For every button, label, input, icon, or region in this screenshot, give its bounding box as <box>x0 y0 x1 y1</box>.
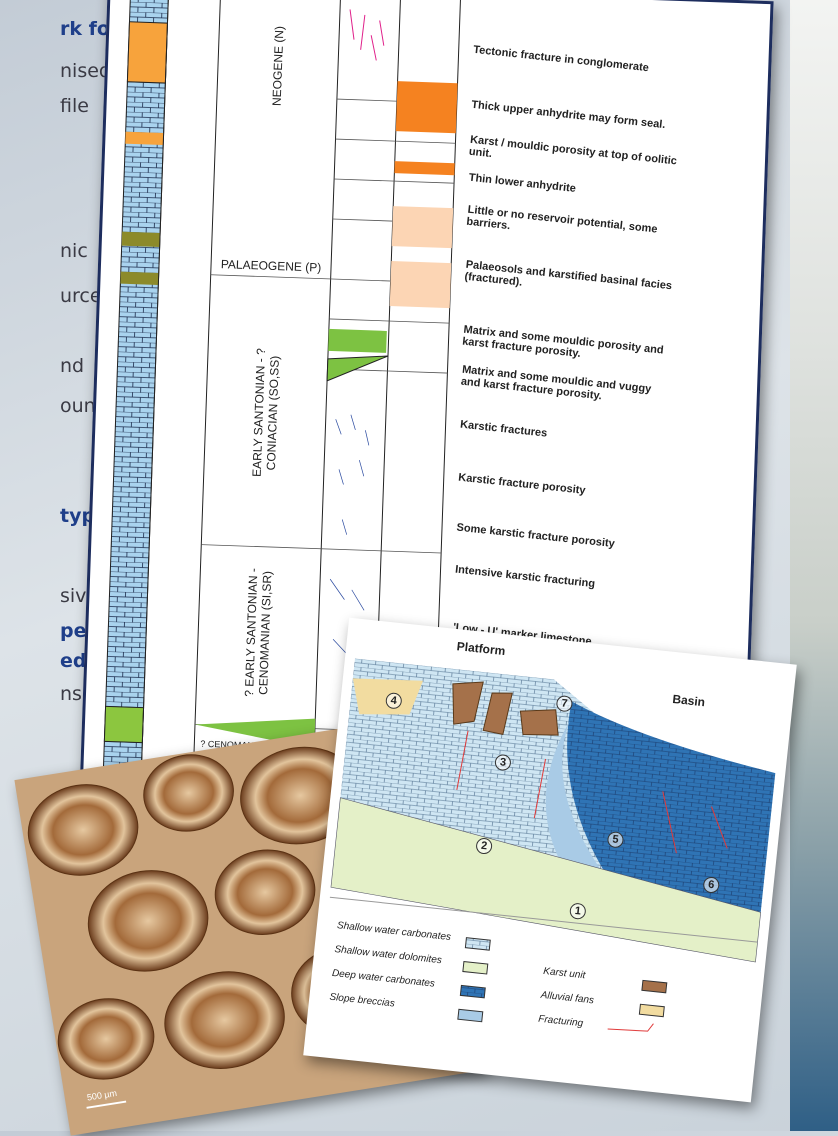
diagram-drawing <box>329 658 776 1032</box>
side-text-line: nd <box>60 355 85 377</box>
cliff-photo <box>790 0 838 1131</box>
side-text-line: pe <box>60 620 87 642</box>
side-text-line: file <box>60 95 89 117</box>
strat-column: NEOGENE (N) PALAEOGENE (P) EARLY SANTONIAN… <box>80 0 774 797</box>
platform-diagram: Platform Basin 1 2 3 4 5 6 7 Shallow water carbon… <box>303 617 797 1103</box>
side-text-line: ns <box>60 683 82 705</box>
side-text-line: nised <box>60 60 111 82</box>
column-drawing <box>102 0 462 783</box>
side-text-line: rk for <box>60 18 120 40</box>
side-text-line: ed <box>60 650 87 672</box>
scale-label: 500 µm <box>86 1088 117 1103</box>
side-text-line: urce <box>60 285 102 307</box>
side-text-line: nic <box>60 240 88 262</box>
